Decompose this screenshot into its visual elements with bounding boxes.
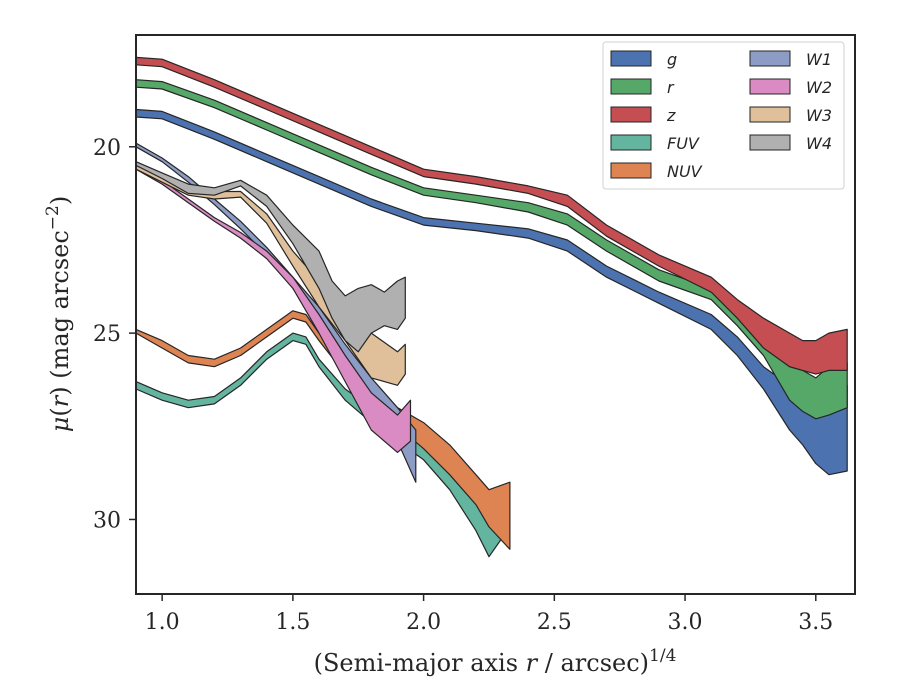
- y-tick-label: 20: [93, 136, 121, 161]
- band-r: [135, 79, 848, 420]
- legend-swatch-w4: [749, 134, 791, 151]
- band-nuv: [135, 310, 511, 550]
- x-tick-label: 2.5: [537, 610, 572, 635]
- legend-label-w3: W3: [806, 106, 832, 125]
- legend: grz FUV NUV W1 W2 W3 W4: [602, 41, 845, 190]
- plot-frame: [135, 34, 856, 595]
- legend-label-w2: W2: [806, 78, 832, 97]
- band-w3: [135, 164, 406, 386]
- legend-label-r: r: [667, 78, 675, 97]
- x-tick-label: 1.0: [145, 610, 180, 635]
- band-w4: [135, 161, 406, 353]
- y-axis-label: μ(r) (mag arcsec−2): [43, 196, 74, 433]
- legend-swatch-w3: [749, 106, 791, 123]
- y-tick-label: 25: [93, 322, 121, 347]
- legend-label-nuv: NUV: [667, 162, 703, 181]
- band-w1: [135, 142, 417, 483]
- legend-label-w4: W4: [806, 134, 832, 153]
- legend-label-fuv: FUV: [667, 134, 700, 153]
- legend-swatch-fuv: [610, 134, 652, 151]
- band-z: [135, 56, 848, 375]
- legend-swatch-nuv: [610, 162, 652, 179]
- legend-swatch-g: [610, 50, 652, 67]
- legend-label-z: z: [666, 106, 676, 125]
- band-g: [135, 108, 848, 476]
- legend-swatch-z: [610, 106, 652, 123]
- legend-swatch-w1: [749, 50, 791, 67]
- legend-swatch-w2: [749, 78, 791, 95]
- y-tick-label: 30: [93, 508, 121, 533]
- x-tick-label: 1.5: [275, 610, 310, 635]
- x-axis-label: (Semi-major axis r / arcsec)1/4: [314, 646, 677, 677]
- x-tick-label: 2.0: [406, 610, 441, 635]
- legend-label-w1: W1: [806, 50, 832, 69]
- band-w2: [135, 164, 412, 453]
- data-bands: [135, 56, 848, 558]
- x-tick-label: 3.0: [668, 610, 703, 635]
- axis-ticks: 1.0 1.5 2.0 2.5 3.0 3.5 20 25 30: [93, 136, 833, 635]
- x-tick-label: 3.5: [798, 610, 833, 635]
- legend-label-g: g: [667, 50, 677, 69]
- legend-swatch-r: [610, 78, 652, 95]
